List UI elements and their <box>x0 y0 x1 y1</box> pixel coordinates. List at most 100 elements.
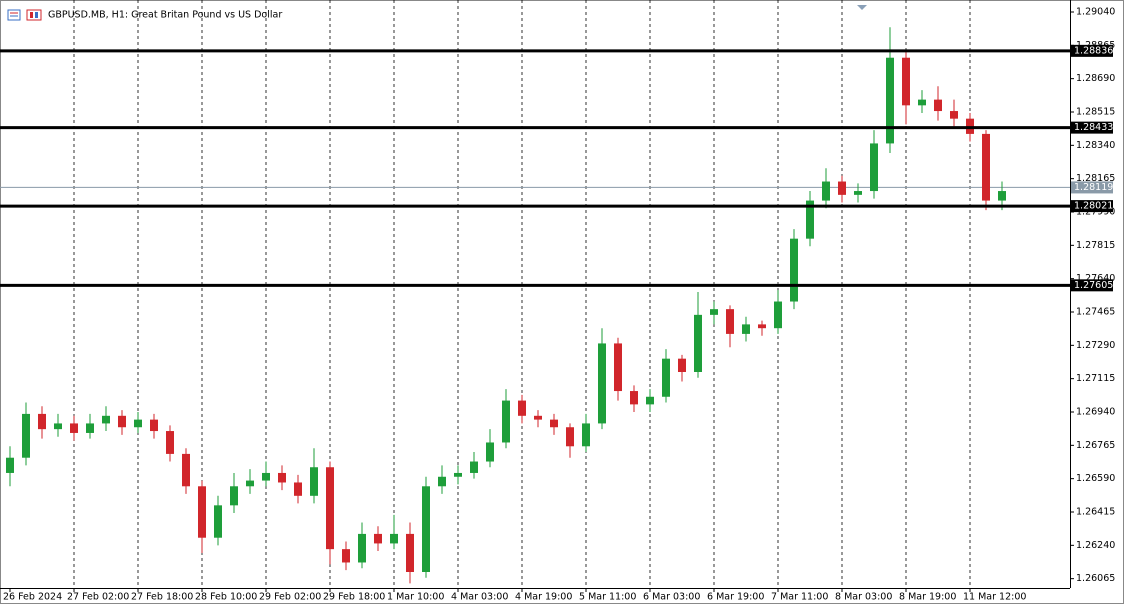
candle-body <box>310 467 318 496</box>
y-tick-label: 1.27640 <box>1076 273 1115 284</box>
candle-body <box>694 314 702 372</box>
candle-body <box>598 343 606 424</box>
candle-body <box>758 324 766 329</box>
candle-body <box>486 442 494 462</box>
candle-body <box>166 431 174 454</box>
candle-body <box>358 533 366 563</box>
level-label-box <box>1071 200 1113 213</box>
candle-body <box>118 415 126 428</box>
candle-body <box>774 301 782 329</box>
candle-body <box>582 423 590 447</box>
x-tick-label: 11 Mar 12:00 <box>963 592 1026 603</box>
candle-body <box>854 191 862 195</box>
candle-body <box>742 324 750 334</box>
y-tick-label: 1.27465 <box>1076 307 1115 318</box>
candle-body <box>662 358 670 397</box>
level-label-box <box>1071 279 1113 292</box>
candle-body <box>534 415 542 420</box>
candle-body <box>918 99 926 106</box>
shift-marker <box>857 5 867 10</box>
x-tick-label: 4 Mar 19:00 <box>515 592 572 603</box>
y-tick-label: 1.27815 <box>1076 240 1115 251</box>
level-label: 1.28836 <box>1074 45 1113 56</box>
candle-body <box>438 476 446 487</box>
x-tick-label: 26 Feb 2024 <box>3 592 62 603</box>
y-tick-label: 1.26415 <box>1076 507 1115 518</box>
level-label-box <box>1071 44 1113 57</box>
level-label-box <box>1071 121 1113 134</box>
y-tick-label: 1.26065 <box>1076 573 1115 584</box>
x-tick-label: 27 Feb 18:00 <box>131 592 193 603</box>
candle-body <box>646 396 654 405</box>
y-tick-label: 1.26240 <box>1076 540 1115 551</box>
candle-body <box>70 423 78 433</box>
candle-body <box>886 57 894 144</box>
candle-body <box>422 486 430 572</box>
candle-body <box>630 391 638 405</box>
x-tick-label: 1 Mar 10:00 <box>387 592 444 603</box>
y-tick-label: 1.26590 <box>1076 473 1115 484</box>
candle-body <box>870 143 878 192</box>
y-tick-label: 1.26940 <box>1076 407 1115 418</box>
candle-body <box>406 533 414 572</box>
candle-body <box>198 486 206 538</box>
y-tick-label: 1.27115 <box>1076 373 1115 384</box>
candle-body <box>390 533 398 544</box>
candle-body <box>6 457 14 473</box>
candle-body <box>214 505 222 538</box>
candle-body <box>22 413 30 458</box>
x-tick-label: 29 Feb 18:00 <box>323 592 385 603</box>
candle-body <box>86 423 94 433</box>
candle-body <box>822 181 830 201</box>
price-label: 1.28119 <box>1074 182 1113 193</box>
candle-body <box>838 181 846 195</box>
price-label-box <box>1071 181 1113 194</box>
candle-body <box>326 467 334 550</box>
candle-body <box>614 343 622 392</box>
candle-body <box>982 133 990 201</box>
candle-body <box>294 482 302 496</box>
x-tick-label: 6 Mar 03:00 <box>643 592 700 603</box>
y-tick-label: 1.26765 <box>1076 440 1115 451</box>
candle-body <box>374 533 382 544</box>
level-label: 1.28021 <box>1074 201 1113 212</box>
y-tick-label: 1.28690 <box>1076 73 1115 84</box>
x-tick-label: 5 Mar 11:00 <box>579 592 636 603</box>
candle-body <box>678 358 686 372</box>
level-label: 1.28433 <box>1074 122 1113 133</box>
candle-body <box>342 549 350 563</box>
x-tick-label: 8 Mar 19:00 <box>899 592 956 603</box>
candle-body <box>726 309 734 334</box>
candle-body <box>502 400 510 443</box>
candle-body <box>38 413 46 430</box>
candle-body <box>454 472 462 477</box>
candle-body <box>934 99 942 112</box>
candle-body <box>102 415 110 424</box>
candle-body <box>278 472 286 483</box>
candle-body <box>710 309 718 315</box>
candle-body <box>518 400 526 416</box>
candle-body <box>134 419 142 428</box>
candle-body <box>902 57 910 106</box>
candle-body <box>566 427 574 447</box>
candle-body <box>790 238 798 302</box>
x-tick-label: 6 Mar 19:00 <box>707 592 764 603</box>
x-tick-label: 7 Mar 11:00 <box>771 592 828 603</box>
candle-body <box>470 461 478 473</box>
chart-title: GBPUSD.MB, H1: Great Britan Pound vs US … <box>48 10 282 21</box>
candle-body <box>262 472 270 481</box>
y-tick-label: 1.28340 <box>1076 140 1115 151</box>
candle-body <box>550 419 558 428</box>
x-tick-label: 4 Mar 03:00 <box>451 592 508 603</box>
candle-body <box>246 480 254 487</box>
candle-body <box>54 423 62 430</box>
y-tick-label: 1.29040 <box>1076 7 1115 18</box>
candle-body <box>182 453 190 487</box>
y-tick-label: 1.27290 <box>1076 340 1115 351</box>
candle-body <box>150 419 158 432</box>
x-tick-label: 28 Feb 10:00 <box>195 592 257 603</box>
y-tick-label: 1.28165 <box>1076 173 1115 184</box>
candle-body <box>950 111 958 119</box>
